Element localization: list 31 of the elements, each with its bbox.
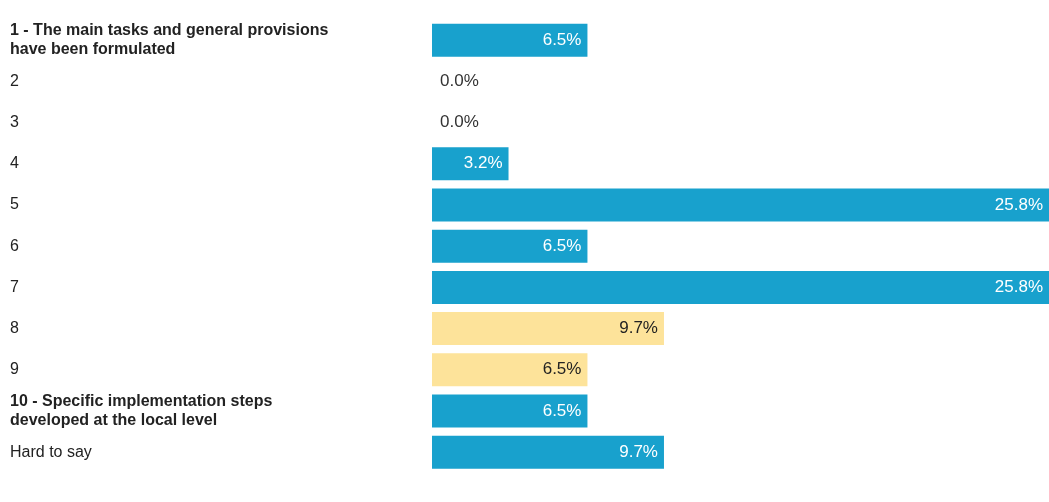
data-label: 6.5% [542,29,582,49]
data-label: 6.5% [542,400,582,420]
bar [432,23,588,57]
y-tick-label: Hard to say [10,442,92,460]
y-tick-label: 3 [10,113,19,131]
data-label: 6.5% [542,235,582,255]
data-label: 25.8% [994,277,1043,297]
y-tick-label: 1 - The main tasks and general provisions have been formulated [10,21,329,58]
y-tick-label: 5 [10,195,19,213]
y-tick-label: 7 [10,277,19,295]
y-tick-label: 8 [10,319,19,337]
data-label: 0.0% [440,71,479,91]
bar [432,435,664,469]
bar [432,353,588,387]
bar [432,394,588,428]
bar [432,147,509,181]
bar [432,188,1049,222]
data-label: 6.5% [542,359,582,379]
bar [432,229,588,263]
bar [432,270,1049,304]
bar [432,312,664,346]
y-tick-label: 10 - Specific implementation steps developed at the local level [10,391,273,429]
data-label: 9.7% [619,441,658,461]
data-label: 25.8% [994,194,1043,214]
y-tick-label: 2 [10,71,19,89]
y-tick-label: 6 [10,236,19,254]
data-label: 0.0% [440,112,479,132]
y-tick-label: 4 [10,154,19,172]
y-tick-label: 9 [10,360,19,378]
data-label: 9.7% [619,318,658,338]
data-label: 3.2% [463,153,503,173]
